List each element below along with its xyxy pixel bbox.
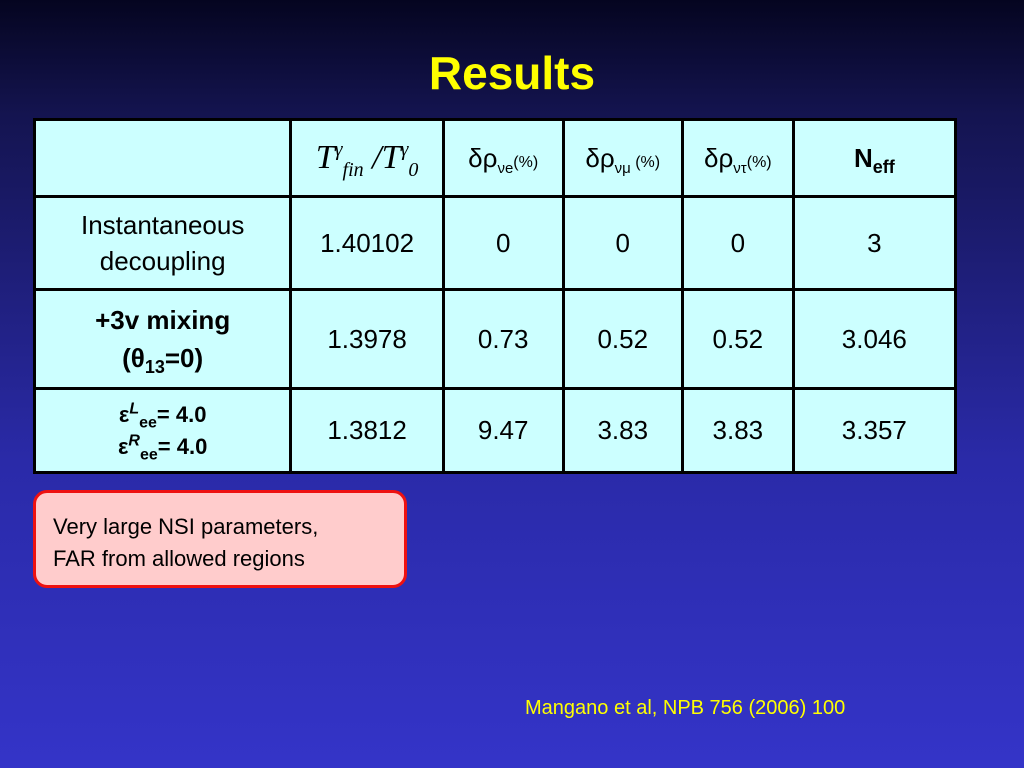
value-cell: 0: [680, 195, 795, 291]
unit: (%): [513, 153, 539, 171]
value-cell: 9.47: [441, 387, 565, 474]
header-cell: δρντ(%): [680, 118, 795, 198]
value-cell: 3.83: [561, 387, 684, 474]
label-line: decoupling: [99, 246, 226, 276]
results-table: Tγfin /Tγ0 δρνe(%) δρνμ (%) δρντ(%) Neff…: [32, 118, 958, 474]
label-line: +3v mixing: [95, 305, 231, 335]
value-cell: 3: [791, 195, 958, 291]
symbol: /T: [372, 139, 401, 176]
row: Instantaneous decoupling 1.40102 0 0 0 3: [32, 195, 958, 291]
sub: fin: [342, 158, 364, 181]
value-cell: 1.3978: [289, 288, 445, 390]
header-cell: δρνμ (%): [561, 118, 684, 198]
value-cell: 3.83: [680, 387, 795, 474]
unit: (%): [746, 153, 772, 171]
sub: νe: [497, 159, 514, 177]
note-box: Very large NSI parameters, FAR from allow…: [33, 490, 407, 588]
symbol: T: [315, 139, 335, 176]
sub: ee: [139, 445, 158, 463]
value-cell: 1.3812: [289, 387, 445, 474]
value-cell: 0.52: [680, 288, 795, 390]
note-line: Very large NSI parameters,: [53, 514, 319, 539]
note-line: FAR from allowed regions: [53, 546, 305, 571]
symbol: ε: [118, 401, 130, 427]
row-label: εLee= 4.0 εRee= 4.0: [32, 387, 293, 474]
value-cell: 0.52: [561, 288, 684, 390]
value-cell: 3.046: [791, 288, 958, 390]
sup: γ: [334, 138, 343, 161]
sub: ee: [139, 413, 157, 431]
label-line: =0): [164, 343, 204, 373]
sub: 0: [408, 158, 419, 181]
header-cell: Neff: [791, 118, 958, 198]
label-line: = 4.0: [157, 433, 208, 459]
row: εLee= 4.0 εRee= 4.0 1.3812 9.47 3.83 3.83 3.3…: [32, 387, 958, 474]
citation: Mangano et al, NPB 756 (2006) 100: [525, 697, 846, 719]
sub: ντ: [733, 159, 747, 177]
value-cell: 0: [441, 195, 565, 291]
row-label: Instantaneous decoupling: [32, 195, 293, 291]
label-line: (θ: [122, 343, 145, 373]
header-cell: Tγfin /Tγ0: [289, 118, 445, 198]
header-cell: δρνe(%): [441, 118, 565, 198]
unit: (%): [630, 153, 661, 171]
sup: γ: [400, 138, 409, 161]
row: +3v mixing (θ13=0) 1.3978 0.73 0.52 0.52 3.04…: [32, 288, 958, 390]
sub: νμ: [614, 159, 631, 177]
sub: eff: [872, 156, 895, 177]
symbol: δρ: [585, 142, 615, 173]
sup: R: [128, 432, 140, 450]
label-line: Instantaneous: [80, 210, 245, 240]
value-cell: 0.73: [441, 288, 565, 390]
symbol: δρ: [704, 142, 734, 173]
symbol: N: [853, 142, 873, 173]
header-row: Tγfin /Tγ0 δρνe(%) δρνμ (%) δρντ(%) Neff: [32, 118, 958, 198]
label-line: = 4.0: [156, 401, 207, 427]
sub: 13: [144, 357, 165, 378]
value-cell: 3.357: [791, 387, 958, 474]
value-cell: 0: [561, 195, 684, 291]
symbol: ε: [117, 433, 129, 459]
row-label: +3v mixing (θ13=0): [32, 288, 293, 390]
symbol: δρ: [468, 142, 498, 173]
value-cell: 1.40102: [289, 195, 445, 291]
slide-title: Results: [428, 47, 596, 99]
empty-cell: [32, 118, 293, 198]
sup: L: [129, 400, 140, 418]
